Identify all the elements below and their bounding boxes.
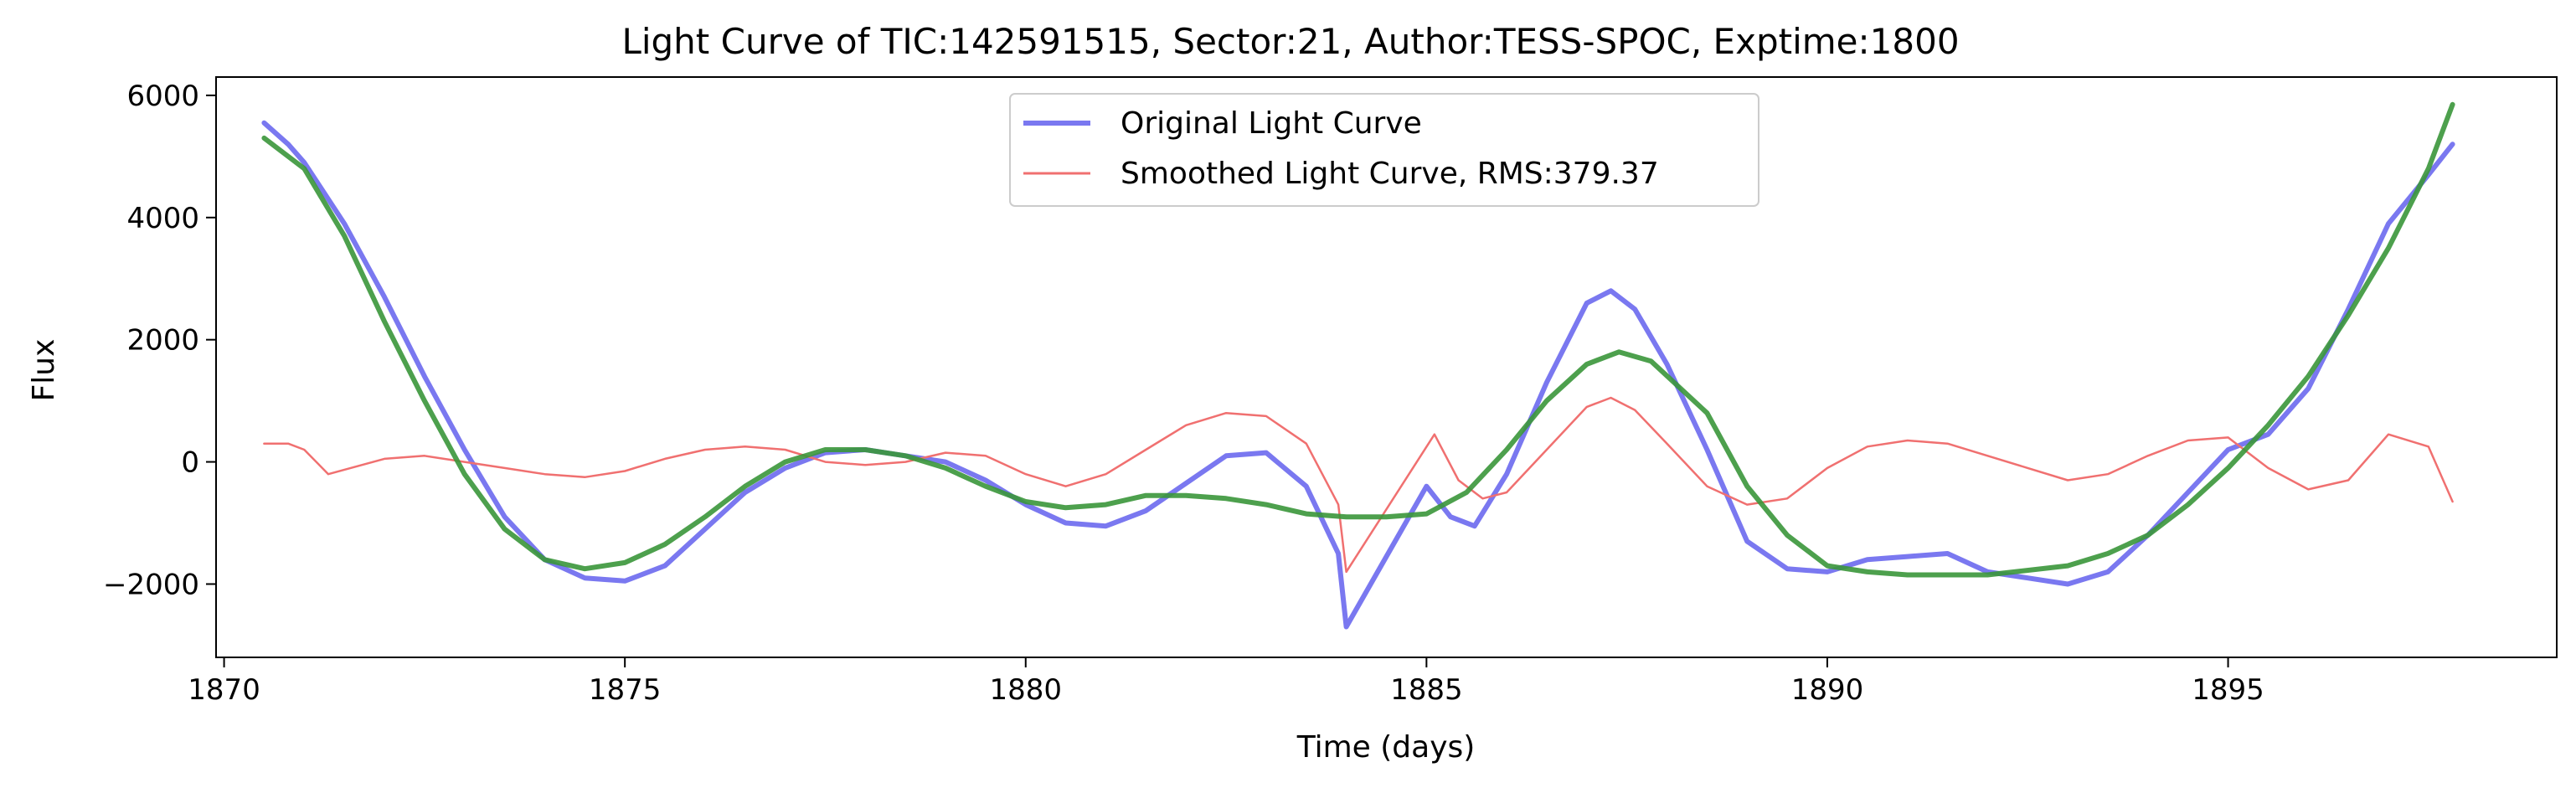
series-original-line [261, 120, 2455, 630]
legend-label-original: Original Light Curve [1121, 106, 1422, 141]
y-tick-label: −2000 [103, 568, 199, 601]
x-axis-label: Time (days) [1296, 730, 1476, 765]
legend: Original Light Curve Smoothed Light Curv… [1009, 93, 1759, 207]
y-axis-ticks: −2000 0 2000 4000 6000 [103, 80, 216, 601]
series-layer [261, 101, 2455, 630]
x-tick-label: 1885 [1390, 673, 1463, 707]
x-tick-label: 1875 [589, 673, 662, 707]
legend-box [1009, 93, 1759, 207]
series-smoothed-line [263, 396, 2454, 574]
x-tick-label: 1880 [989, 673, 1062, 707]
x-axis-ticks: 1870 1875 1880 1885 1890 1895 [188, 657, 2264, 707]
y-tick-label: 2000 [126, 324, 199, 358]
y-tick-label: 0 [181, 446, 199, 480]
plot-frame [215, 76, 2558, 658]
x-tick-label: 1870 [188, 673, 260, 707]
x-tick-label: 1890 [1791, 673, 1864, 707]
y-tick-label: 4000 [126, 202, 199, 235]
y-tick-label: 6000 [126, 80, 199, 113]
x-tick-label: 1895 [2192, 673, 2264, 707]
chart-title: Light Curve of TIC:142591515, Sector:21,… [621, 21, 1959, 62]
legend-label-smoothed: Smoothed Light Curve, RMS:379.37 [1121, 157, 1659, 191]
y-axis-label: Flux [27, 339, 61, 402]
series-fit-line [261, 101, 2455, 578]
